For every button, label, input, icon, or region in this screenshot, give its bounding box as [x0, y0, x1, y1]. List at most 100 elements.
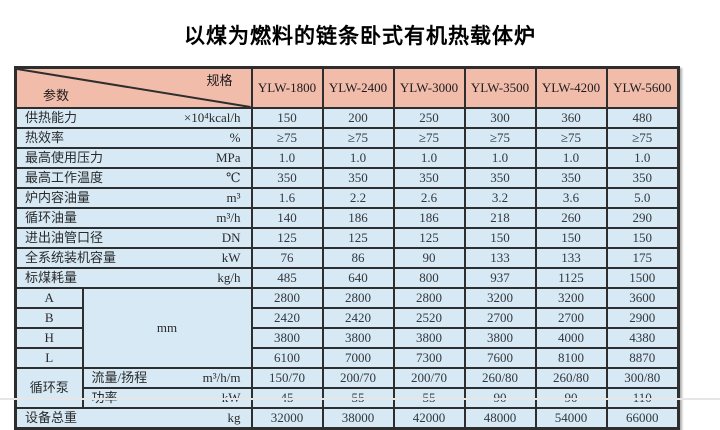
- value-cell: 350: [463, 167, 537, 189]
- value-cell: 150: [534, 227, 608, 249]
- table-row: 循环油量 m³/h 140 186 186 218 260 290: [14, 207, 680, 229]
- value-cell: 350: [605, 167, 680, 189]
- corner-cell: 规格 参数: [14, 66, 253, 109]
- param-label: 功率: [92, 390, 118, 406]
- value-cell: 2.2: [321, 187, 395, 209]
- param-cell: 标煤耗量 kg/h: [14, 267, 253, 289]
- value-cell: 937: [463, 267, 537, 289]
- dim-label: H: [14, 327, 84, 349]
- value-cell: 150/70: [250, 367, 324, 389]
- value-cell: ≥75: [250, 127, 324, 149]
- diagonal-line: [17, 69, 250, 107]
- value-cell: ≥75: [321, 127, 395, 149]
- table-row: 供热能力 ×10⁴kcal/h 150 200 250 300 360 480: [14, 107, 680, 129]
- unit-label: kg: [227, 410, 241, 425]
- value-cell: ≥75: [605, 127, 680, 149]
- table-row: 最高工作温度 ℃ 350 350 350 350 350 350: [14, 167, 680, 189]
- table-row: 炉内容油量 m³ 1.6 2.2 2.6 3.2 3.6 5.0: [14, 187, 680, 209]
- value-cell: 350: [392, 167, 466, 189]
- value-cell: ≥75: [534, 127, 608, 149]
- value-cell: 3.6: [534, 187, 608, 209]
- value-cell: 300: [463, 107, 537, 129]
- table-row-pump-power: 功率 kW 45 55 55 90 90 110: [16, 387, 680, 409]
- model-header: YLW-4200: [534, 66, 608, 109]
- value-cell: 200: [321, 107, 395, 129]
- value-cell: 300/80: [605, 367, 680, 389]
- dim-unit-cell: mm: [81, 287, 253, 369]
- value-cell: 2700: [534, 307, 608, 329]
- page-title: 以煤为燃料的链条卧式有机热载体炉: [184, 25, 536, 48]
- param-label: 热效率: [25, 130, 65, 145]
- value-cell: 260/80: [463, 367, 537, 389]
- value-cell: 150: [463, 227, 537, 249]
- value-cell: 3800: [321, 327, 395, 349]
- param-label: 炉内容油量: [25, 190, 91, 205]
- unit-label: kW: [222, 390, 241, 406]
- value-cell: 175: [605, 247, 680, 269]
- model-header: YLW-5600: [605, 66, 680, 109]
- value-cell: 38000: [321, 407, 395, 430]
- unit-label: ℃: [225, 170, 241, 185]
- value-cell: 2420: [321, 307, 395, 329]
- value-cell: 200/70: [392, 367, 466, 389]
- value-cell: 150: [605, 227, 680, 249]
- table-row-dim-b: B 2420 2420 2520 2700 2700 2900: [14, 307, 680, 329]
- value-cell: 48000: [463, 407, 537, 430]
- table-row: 热效率 % ≥75 ≥75 ≥75 ≥75 ≥75 ≥75: [14, 127, 680, 149]
- param-cell: 最高使用压力 MPa: [14, 147, 253, 169]
- value-cell: 250: [392, 107, 466, 129]
- value-cell: 1.0: [392, 147, 466, 169]
- value-cell: 2800: [321, 287, 395, 309]
- model-header: YLW-3000: [392, 66, 466, 109]
- unit-label: m³/h/m: [202, 370, 241, 385]
- unit-label: DN: [221, 230, 241, 245]
- unit-label: MPa: [215, 150, 241, 165]
- value-cell: 800: [392, 267, 466, 289]
- value-cell: 7300: [392, 347, 466, 369]
- unit-label: m³: [226, 190, 241, 205]
- value-cell: ≥75: [463, 127, 537, 149]
- param-cell: 供热能力 ×10⁴kcal/h: [14, 107, 253, 129]
- value-cell: 350: [250, 167, 324, 189]
- dim-label: A: [14, 287, 84, 309]
- param-label: 循环油量: [25, 210, 78, 225]
- unit-label: kW: [221, 250, 241, 265]
- value-cell: 3800: [250, 327, 324, 349]
- unit-label: ×10⁴kcal/h: [183, 110, 241, 125]
- unit-label: %: [229, 130, 241, 145]
- value-cell: 76: [250, 247, 324, 269]
- value-cell: 3.2: [463, 187, 537, 209]
- param-label: 设备总重: [25, 410, 78, 425]
- param-label: 最高工作温度: [25, 170, 104, 185]
- param-cell: 全系统装机容量 kW: [14, 247, 253, 269]
- value-cell: 480: [605, 107, 680, 129]
- value-cell: 1.0: [534, 147, 608, 169]
- value-cell: 4380: [605, 327, 680, 349]
- pump-label: 循环泵: [14, 367, 84, 409]
- value-cell: 125: [250, 227, 324, 249]
- value-cell: 3600: [605, 287, 680, 309]
- value-cell: 1500: [605, 267, 680, 289]
- value-cell: 1.0: [321, 147, 395, 169]
- model-header: YLW-2400: [321, 66, 395, 109]
- value-cell: 1125: [534, 267, 608, 289]
- param-cell: 进出油管口径 DN: [14, 227, 253, 249]
- unit-label: m³/h: [216, 210, 241, 225]
- value-cell: 32000: [250, 407, 324, 430]
- value-cell: 2800: [392, 287, 466, 309]
- value-cell: 2800: [250, 287, 324, 309]
- value-cell: 218: [463, 207, 537, 229]
- value-cell: 485: [250, 267, 324, 289]
- value-cell: 200/70: [321, 367, 395, 389]
- value-cell: 7000: [321, 347, 395, 369]
- value-cell: 4000: [534, 327, 608, 349]
- model-header: YLW-1800: [250, 66, 324, 109]
- value-cell: 140: [250, 207, 324, 229]
- corner-param-label: 参数: [43, 88, 70, 103]
- table-row-pump-flow: 循环泵 流量/扬程 m³/h/m 150/70 200/70 200/70 26…: [14, 367, 680, 409]
- value-cell: 86: [321, 247, 395, 269]
- value-cell: 290: [605, 207, 680, 229]
- value-cell: 2520: [392, 307, 466, 329]
- table-row: 最高使用压力 MPa 1.0 1.0 1.0 1.0 1.0 1.0: [14, 147, 680, 169]
- value-cell: 2700: [463, 307, 537, 329]
